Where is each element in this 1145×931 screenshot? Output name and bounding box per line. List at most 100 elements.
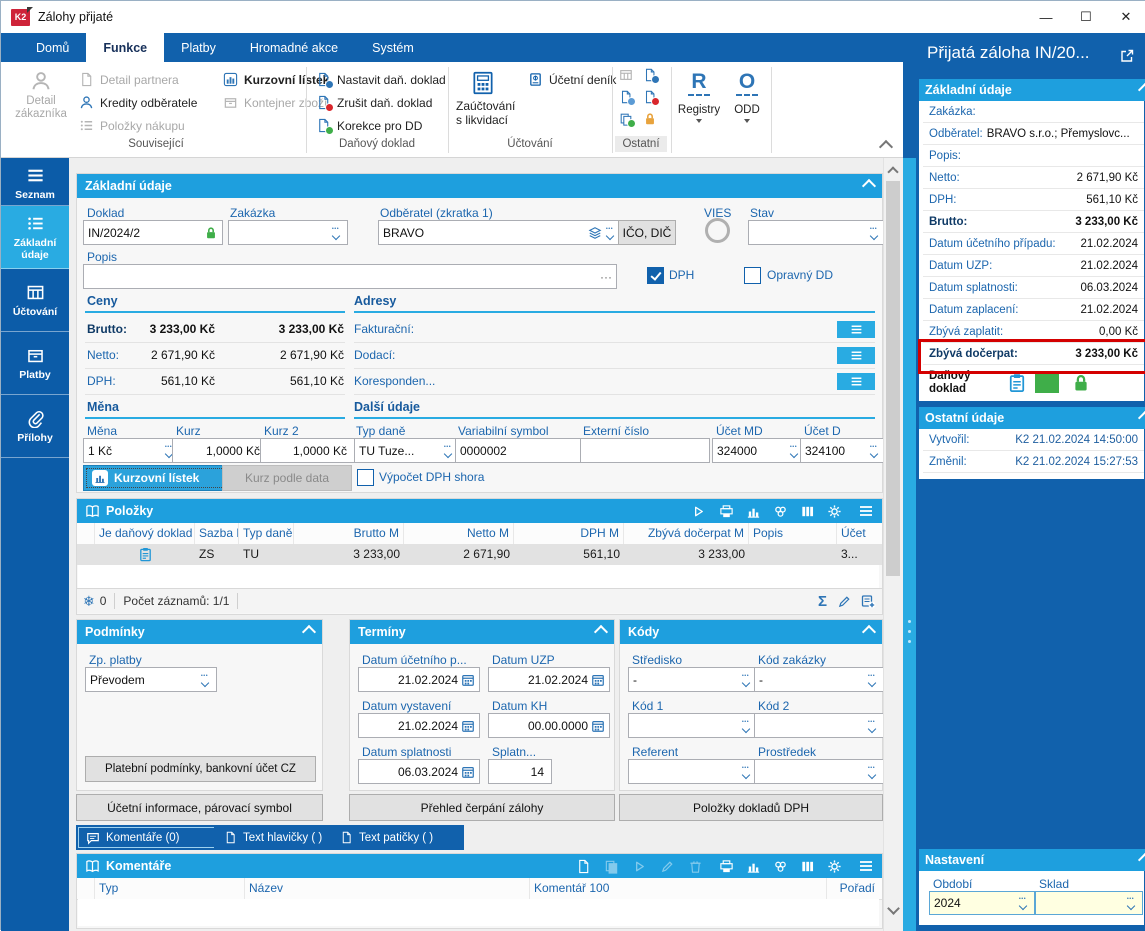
datum-uzp-field[interactable]: 21.02.2024 bbox=[488, 667, 610, 692]
collapse-section-icon[interactable] bbox=[1137, 852, 1145, 868]
sidebar-item-prilohy[interactable]: Přílohy bbox=[1, 395, 69, 458]
panel-splitter[interactable] bbox=[903, 158, 916, 931]
run-play-icon[interactable] bbox=[691, 504, 706, 519]
sidebar-item-seznam[interactable]: Seznam bbox=[1, 161, 69, 206]
dropdown-arrow-icon[interactable] bbox=[602, 227, 617, 239]
ucet-md-field[interactable]: 324000 bbox=[712, 438, 806, 463]
zakazka-field[interactable] bbox=[228, 220, 348, 245]
new-doc-icon[interactable] bbox=[576, 859, 591, 874]
col-typ-dane[interactable]: Typ daně bbox=[239, 523, 294, 544]
kod-zakazky-field[interactable]: - bbox=[754, 667, 884, 692]
ostatni-dropdown-button[interactable]: Ostatní bbox=[615, 136, 667, 152]
col-popis[interactable]: Popis bbox=[749, 523, 837, 544]
scroll-down-button[interactable] bbox=[886, 902, 900, 917]
stav-field[interactable] bbox=[748, 220, 886, 245]
opravny-dd-checkbox[interactable] bbox=[744, 267, 761, 284]
registry-dropdown-button[interactable]: R Registry bbox=[675, 70, 723, 123]
datum-splatnosti-field[interactable]: 06.03.2024 bbox=[358, 759, 480, 784]
typ-dane-field[interactable]: TU Tuze... bbox=[354, 438, 460, 463]
table-disabled-icon[interactable] bbox=[619, 68, 633, 82]
dropdown-arrow-icon[interactable] bbox=[328, 227, 343, 239]
sidebar-item-zakladni-udaje[interactable]: Základní údaje bbox=[1, 206, 69, 269]
calendar-icon[interactable] bbox=[591, 719, 605, 733]
columns-icon[interactable] bbox=[800, 859, 815, 874]
calendar-icon[interactable] bbox=[461, 719, 475, 733]
print-icon[interactable] bbox=[719, 859, 734, 874]
dropdown-arrow-icon[interactable] bbox=[864, 674, 879, 686]
sidebar-item-uctovani[interactable]: Účtování bbox=[1, 269, 69, 332]
prostredek-field[interactable] bbox=[754, 759, 884, 784]
tab-komentare[interactable]: Komentáře (0) bbox=[76, 825, 232, 850]
polozky-table-row[interactable]: ZS TU 3 233,00 2 671,90 561,10 3 233,00 … bbox=[77, 544, 882, 565]
scroll-up-button[interactable] bbox=[886, 163, 900, 178]
settings-gear-icon[interactable] bbox=[827, 859, 842, 874]
mena-field[interactable]: 1 Kč bbox=[83, 438, 181, 463]
dropdown-arrow-icon[interactable] bbox=[440, 445, 455, 457]
ucetni-informace-button[interactable]: Účetní informace, párovací symbol bbox=[76, 794, 323, 821]
sklad-field[interactable] bbox=[1035, 891, 1143, 915]
tab-hromadne-akce[interactable]: Hromadné akce bbox=[249, 40, 339, 55]
col-netto-m[interactable]: Netto M bbox=[404, 523, 514, 544]
collapse-section-icon[interactable] bbox=[1137, 82, 1145, 98]
datum-vystaveni-field[interactable]: 21.02.2024 bbox=[358, 713, 480, 738]
chart-icon[interactable] bbox=[746, 504, 761, 519]
more-icon[interactable]: ··· bbox=[600, 269, 612, 284]
tab-system[interactable]: Systém bbox=[372, 40, 414, 55]
delete-trash-icon[interactable] bbox=[688, 859, 703, 874]
grid-menu-icon[interactable] bbox=[858, 858, 874, 874]
dph-checkbox[interactable] bbox=[647, 267, 664, 284]
tab-domu[interactable]: Domů bbox=[36, 40, 70, 55]
tab-text-paticky[interactable]: Text patičky ( ) bbox=[330, 825, 464, 850]
edit-pencil-icon[interactable] bbox=[660, 859, 675, 874]
col-poradi[interactable]: Pořadí bbox=[839, 881, 875, 895]
sum-sigma-icon[interactable]: Σ bbox=[817, 592, 827, 610]
stredisko-field[interactable]: - bbox=[628, 667, 758, 692]
col-typ[interactable]: Typ bbox=[95, 878, 245, 899]
grid-menu-icon[interactable] bbox=[858, 503, 874, 519]
collapse-panel-icon[interactable] bbox=[593, 624, 609, 640]
collapse-panel-icon[interactable] bbox=[301, 624, 317, 640]
col-brutto-m[interactable]: Brutto M bbox=[294, 523, 404, 544]
datum-ucetniho-field[interactable]: 21.02.2024 bbox=[358, 667, 480, 692]
polozky-dokladu-dph-button[interactable]: Položky dokladů DPH bbox=[619, 794, 883, 821]
calendar-icon[interactable] bbox=[461, 673, 475, 687]
edit-pencil-icon[interactable] bbox=[837, 594, 852, 609]
odd-dropdown-button[interactable]: O ODD bbox=[727, 70, 767, 123]
col-je-danovy-doklad[interactable]: Je daňový doklad bbox=[95, 523, 195, 544]
close-button[interactable]: ✕ bbox=[1120, 9, 1132, 24]
scrollbar-thumb[interactable] bbox=[886, 181, 900, 576]
splatnost-field[interactable]: 14 bbox=[488, 759, 552, 784]
dropdown-arrow-icon[interactable] bbox=[786, 445, 801, 457]
fakturacni-address-button[interactable] bbox=[837, 321, 875, 338]
kredity-odberatele-button[interactable]: Kredity odběratele bbox=[79, 95, 197, 110]
polozky-nakupu-button[interactable]: Položky nákupu bbox=[79, 118, 185, 133]
tab-text-hlavicky[interactable]: Text hlavičky ( ) bbox=[214, 825, 348, 850]
polozky-empty-area[interactable] bbox=[78, 565, 879, 588]
korespondencni-address-button[interactable] bbox=[837, 373, 875, 390]
collapse-panel-icon[interactable] bbox=[861, 178, 877, 194]
ucet-d-field[interactable]: 324100 bbox=[800, 438, 886, 463]
dropdown-arrow-icon[interactable] bbox=[738, 766, 753, 778]
kurz-field[interactable]: 1,0000 Kč bbox=[172, 438, 268, 463]
popis-field[interactable]: ··· bbox=[83, 264, 617, 289]
doklad-field[interactable]: IN/2024/2 bbox=[83, 220, 223, 245]
run-play-icon[interactable] bbox=[632, 859, 647, 874]
referent-field[interactable] bbox=[628, 759, 758, 784]
kurzovni-listek-button[interactable]: Kurzovní lístek bbox=[83, 465, 233, 491]
detail-zakaznika-button[interactable]: Detail zákazníka bbox=[13, 70, 69, 121]
dropdown-arrow-icon[interactable] bbox=[1015, 897, 1030, 909]
ucetni-denik-button[interactable]: Účetní deník bbox=[528, 72, 616, 87]
calendar-icon[interactable] bbox=[591, 673, 605, 687]
kontejner-zbozi-button[interactable]: Kontejner zboží bbox=[223, 95, 327, 110]
col-ucet[interactable]: Účet bbox=[841, 526, 866, 540]
columns-icon[interactable] bbox=[800, 504, 815, 519]
col-zbyva-docerpat-m[interactable]: Zbývá dočerpat M bbox=[624, 523, 749, 544]
ico-dic-button[interactable]: IČO, DIČ bbox=[618, 220, 676, 245]
dropdown-arrow-icon[interactable] bbox=[866, 445, 881, 457]
dodaci-address-button[interactable] bbox=[837, 347, 875, 364]
print-icon[interactable] bbox=[719, 504, 734, 519]
nastavit-dan-doklad-button[interactable]: Nastavit daň. doklad bbox=[316, 72, 446, 89]
kod-1-field[interactable] bbox=[628, 713, 758, 738]
col-sazba-d[interactable]: Sazba D bbox=[195, 523, 239, 544]
dropdown-arrow-icon[interactable] bbox=[738, 674, 753, 686]
